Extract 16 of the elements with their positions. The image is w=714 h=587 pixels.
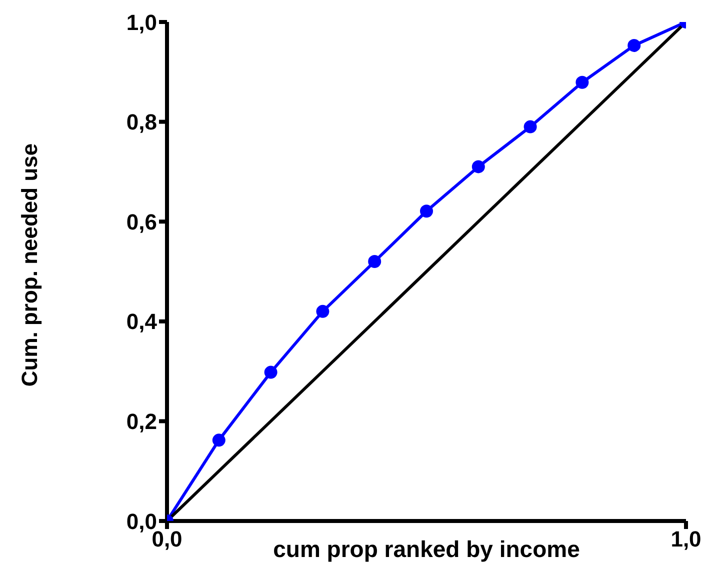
- y-tick-label: 1,0: [126, 10, 157, 35]
- y-tick-label: 0,8: [126, 110, 157, 135]
- y-axis-title: Cum. prop. needed use: [17, 143, 43, 387]
- point: [212, 434, 226, 447]
- point: [576, 76, 589, 89]
- point: [472, 160, 485, 174]
- x-axis-title: cum prop ranked by income: [273, 536, 580, 562]
- y-tick-label: 0,6: [126, 209, 157, 234]
- point: [368, 255, 382, 268]
- y-tick-label: 0,2: [126, 409, 157, 434]
- point: [524, 120, 537, 134]
- point: [264, 366, 278, 379]
- point: [316, 304, 330, 318]
- point: [628, 38, 641, 52]
- y-tick-label: 0,4: [126, 309, 158, 334]
- point: [420, 204, 433, 218]
